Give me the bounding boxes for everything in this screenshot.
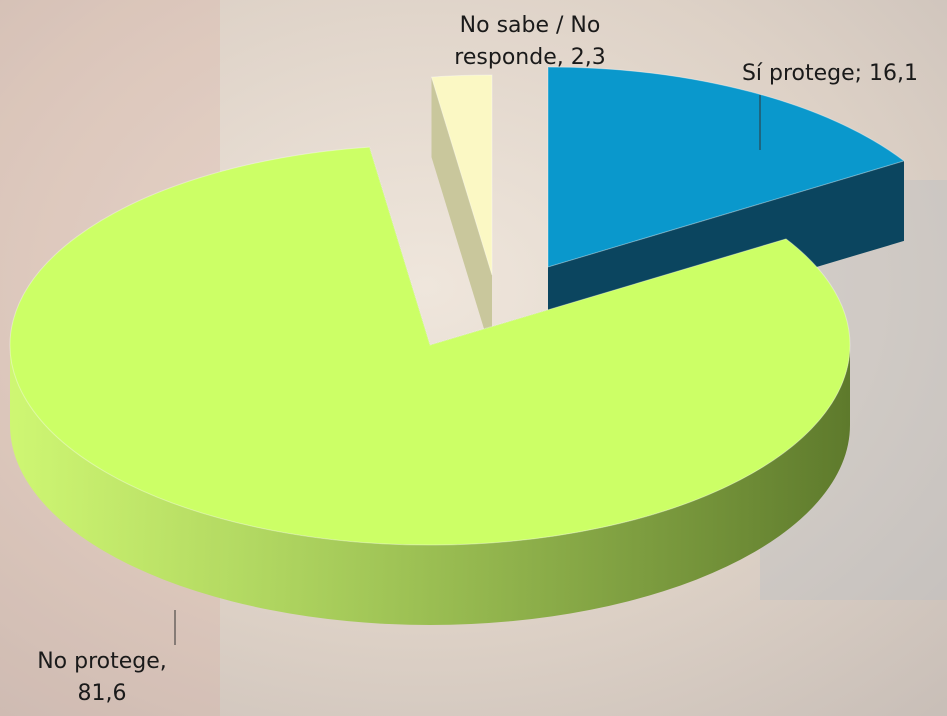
slice-top [9, 146, 851, 546]
slice [430, 74, 493, 355]
slice-side [10, 345, 850, 625]
slice-top [547, 66, 906, 268]
data-label: No sabe / No responde, 2,3 [454, 13, 605, 70]
data-label: No protege, 81,6 [37, 649, 167, 706]
slice-wall [431, 77, 492, 355]
slice-top [430, 74, 493, 276]
data-label: Sí protege; 16,1 [742, 61, 918, 86]
slice [9, 146, 851, 625]
